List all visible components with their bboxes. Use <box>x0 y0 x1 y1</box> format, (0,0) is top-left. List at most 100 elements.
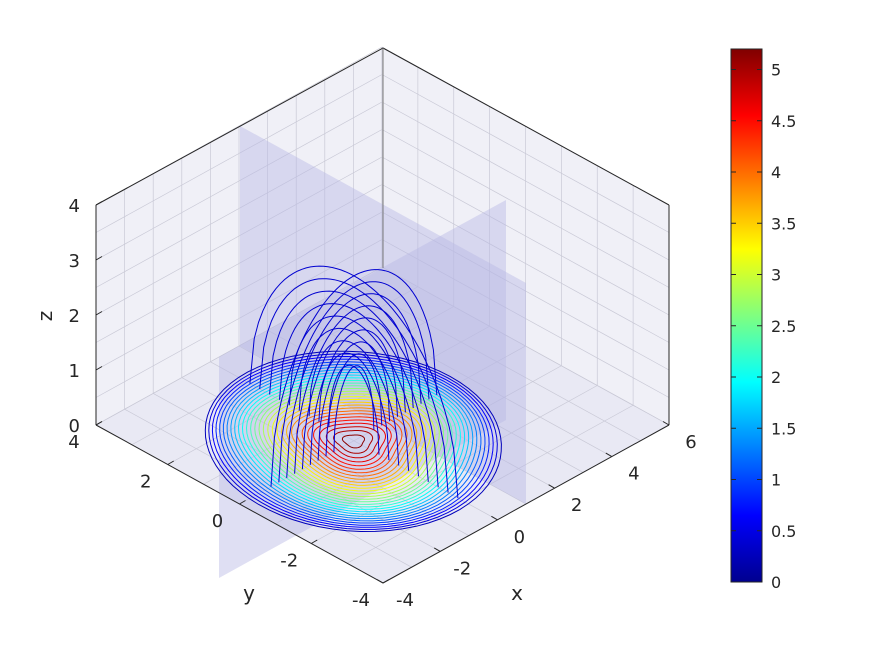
colorbar-tick-label: 3 <box>771 266 781 285</box>
wall-grid-line <box>381 156 670 316</box>
colorbar-tick-label: 2.5 <box>771 317 796 336</box>
colorbar-tick-label: 3.5 <box>771 214 796 233</box>
slice-contour-line <box>249 265 459 499</box>
colorbar-ticks: 0 0.5 1 1.5 2 2.5 3 3.5 4 4.5 5 <box>731 61 796 592</box>
z-tick-label: 4 <box>69 196 80 217</box>
y-tick-label: -4 <box>352 590 370 611</box>
wall-grid-line <box>95 156 383 316</box>
x-tick-mark <box>605 452 613 458</box>
z-tick-mark <box>95 201 103 206</box>
slice-contour-line <box>328 364 380 455</box>
colorbar-tick-label: 0.5 <box>771 522 796 541</box>
floor-contour-line <box>291 407 413 480</box>
floor-contour-line <box>204 350 502 533</box>
colorbar-tick-label: 4 <box>771 163 781 182</box>
wall-grid-line <box>95 101 383 261</box>
colorbar-tick-label: 1.5 <box>771 419 796 438</box>
z-tick-mark <box>95 421 103 426</box>
floor-contour-line <box>208 353 498 530</box>
x-tick-mark <box>662 421 670 426</box>
y-tick-mark <box>310 539 318 544</box>
x-tick-label: 6 <box>685 432 696 453</box>
floor-contour-line <box>333 430 374 454</box>
x-tick-label: 2 <box>571 495 582 516</box>
wall-contours <box>249 265 459 499</box>
slice-contour-line <box>288 315 419 477</box>
wall-grid-line <box>95 129 383 288</box>
y-tick-mark <box>382 579 390 584</box>
floor-contour-line <box>281 401 422 486</box>
floor-contour-line <box>241 377 461 510</box>
wall-grid-line <box>381 74 670 233</box>
floor-contour-line <box>219 361 486 524</box>
z-tick-label: 0 <box>69 416 80 437</box>
z-tick-label: 3 <box>69 251 80 272</box>
colorbar <box>730 48 763 583</box>
floor-contour-line <box>237 374 466 513</box>
floor-contour-line <box>313 419 392 467</box>
slice-contour-line <box>318 352 390 461</box>
slice-contour-line <box>279 303 429 482</box>
wall-grid-line <box>381 101 670 261</box>
wall-grid-line <box>381 266 670 426</box>
wall-grid-line <box>95 74 383 233</box>
y-tick-label: 4 <box>68 432 79 453</box>
x-tick-mark <box>376 579 384 584</box>
colorbar-tick-label: 1 <box>771 471 781 490</box>
wall-grid-line <box>381 129 670 288</box>
colorbar-tick-label: 2 <box>771 368 781 387</box>
wall-grid-line <box>381 184 670 343</box>
z-tick-mark <box>95 311 103 316</box>
wall-grid-line <box>95 211 383 371</box>
y-axis-label: y <box>243 581 255 605</box>
floor-contour-line <box>226 366 478 520</box>
x-tick-label: 0 <box>514 527 525 548</box>
y-tick-mark <box>167 460 175 465</box>
x-tick-mark <box>433 547 441 552</box>
floor-grid-line <box>167 306 454 465</box>
y-tick-label: -2 <box>280 551 298 572</box>
floor-grid-line <box>131 286 419 446</box>
floor-contour-line <box>211 355 494 528</box>
y-tick-label: 0 <box>212 511 223 532</box>
wall-grid-line <box>95 266 383 426</box>
y-tick-mark <box>239 500 246 505</box>
floor-contour-line <box>245 379 457 508</box>
colorbar-tick-label: 4.5 <box>771 112 796 131</box>
colorbar-tick-label: 0 <box>771 573 781 592</box>
x-tick-label: 4 <box>628 464 639 485</box>
z-tick-label: 1 <box>69 361 80 382</box>
wall-grid-line <box>381 211 670 371</box>
floor-contour-line <box>341 434 365 449</box>
floor-grid-line <box>346 404 634 564</box>
floor-grid-line <box>311 385 598 544</box>
z-axis-label: z <box>33 311 57 322</box>
floor-plane <box>96 268 669 583</box>
floor-contour-line <box>234 371 470 515</box>
wall-grid-line <box>381 239 670 398</box>
colorbar-tick-label: 5 <box>771 61 781 80</box>
floor-contour-line <box>286 404 418 483</box>
slice-contour-line <box>298 327 410 471</box>
floor-contour-line <box>254 385 449 503</box>
slice-contour-line <box>308 340 400 466</box>
floor-contour-line <box>215 358 490 526</box>
x-tick-mark <box>548 484 555 489</box>
slice-contour-line <box>259 278 449 493</box>
x-tick-label: -2 <box>453 558 471 579</box>
floor-contour-line <box>319 422 387 463</box>
x-tick-label: -4 <box>396 590 414 611</box>
floor-contour-line <box>301 413 403 474</box>
z-tick-mark <box>95 366 103 371</box>
floor-contour-line <box>267 393 436 495</box>
z-tick-mark <box>95 256 103 261</box>
wall-grid-line <box>95 239 383 398</box>
x-axis-label: x <box>511 581 523 605</box>
z-tick-label: 2 <box>69 306 80 327</box>
floor-contour-line <box>258 388 445 500</box>
floor-contour-line <box>325 426 380 459</box>
floor-contour-line <box>296 410 408 477</box>
wall-grid-line <box>95 184 383 343</box>
